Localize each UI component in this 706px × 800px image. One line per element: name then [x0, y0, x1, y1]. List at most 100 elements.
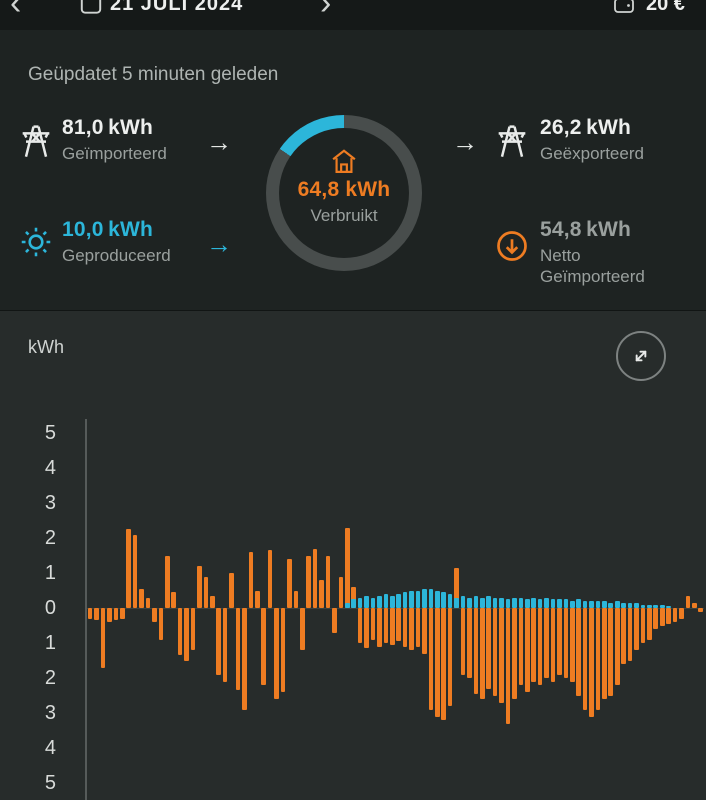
chart-bar[interactable] — [576, 608, 581, 696]
chart-bar[interactable] — [396, 594, 401, 608]
chart-bar[interactable] — [415, 608, 421, 647]
chart-bar[interactable] — [255, 590, 260, 608]
chart-bar[interactable] — [428, 588, 434, 608]
chart-bar[interactable] — [351, 599, 356, 608]
chart-bar[interactable] — [589, 601, 594, 608]
chart-bar[interactable] — [505, 608, 511, 724]
chart-bar[interactable] — [492, 597, 498, 608]
chart-bar[interactable] — [299, 608, 305, 650]
chart-bar[interactable] — [531, 608, 536, 682]
chart-bar[interactable] — [608, 608, 614, 696]
chart-bar[interactable] — [524, 608, 530, 692]
chart-bar[interactable] — [338, 576, 344, 608]
chart-bar[interactable] — [563, 599, 569, 608]
chart-bar[interactable] — [467, 597, 472, 608]
chart-bar[interactable] — [434, 608, 440, 717]
chart-bar[interactable] — [383, 608, 389, 643]
chart-bar[interactable] — [158, 608, 164, 640]
chart-bar[interactable] — [229, 573, 234, 608]
chart-bar[interactable] — [447, 608, 453, 706]
chart-bar[interactable] — [647, 604, 652, 608]
chart-bar[interactable] — [145, 597, 151, 608]
chart-bar[interactable] — [582, 601, 588, 608]
chart-bar[interactable] — [242, 608, 247, 710]
chart-bar[interactable] — [698, 608, 704, 612]
chart-bar[interactable] — [332, 608, 337, 633]
chart-bar[interactable] — [499, 597, 504, 608]
chart-bar[interactable] — [621, 608, 626, 664]
chart-bar[interactable] — [666, 608, 671, 624]
chart-bar[interactable] — [87, 608, 93, 619]
chart-bar[interactable] — [422, 588, 427, 608]
chart-bar[interactable] — [422, 608, 427, 654]
chart-bar[interactable] — [171, 592, 177, 608]
chart-bar[interactable] — [614, 601, 620, 608]
chart-bar[interactable] — [479, 597, 485, 608]
chart-bar[interactable] — [595, 601, 601, 608]
chart-bar[interactable] — [402, 608, 408, 647]
chart-bar[interactable] — [608, 602, 614, 608]
chart-bar[interactable] — [396, 608, 401, 642]
chart-bar[interactable] — [357, 608, 363, 643]
cost-display[interactable]: 20 € — [646, 0, 685, 15]
chart-bar[interactable] — [389, 608, 395, 645]
chart-bar[interactable] — [210, 595, 215, 608]
chart-bar[interactable] — [280, 608, 286, 692]
chart-bar[interactable] — [357, 597, 363, 608]
chart-bar[interactable] — [441, 592, 446, 608]
chart-bar[interactable] — [132, 534, 138, 608]
chart-bar[interactable] — [441, 608, 446, 720]
chart-bar[interactable] — [377, 595, 382, 608]
chart-bar[interactable] — [602, 608, 607, 699]
chart-bar[interactable] — [389, 595, 395, 608]
chart-bar[interactable] — [666, 606, 671, 608]
chart-bar[interactable] — [550, 599, 556, 608]
chart-bar[interactable] — [544, 608, 549, 678]
chart-bar[interactable] — [370, 608, 376, 640]
chart-bar[interactable] — [203, 576, 209, 608]
chart-bar[interactable] — [659, 604, 665, 608]
chart-bar[interactable] — [634, 602, 639, 608]
chart-bar[interactable] — [602, 601, 607, 608]
chart-bar[interactable] — [486, 608, 491, 689]
chart-bar[interactable] — [312, 548, 318, 608]
chart-bar[interactable] — [261, 608, 267, 685]
chart-bar[interactable] — [582, 608, 588, 710]
chart-bar[interactable] — [518, 597, 524, 608]
chart-bar[interactable] — [152, 608, 157, 622]
chart-bar[interactable] — [627, 602, 633, 608]
chart-bar[interactable] — [531, 597, 536, 608]
chart-bar[interactable] — [550, 608, 556, 682]
chart-bar[interactable] — [197, 566, 202, 608]
chart-bar[interactable] — [621, 602, 626, 608]
chart-bar[interactable] — [499, 608, 504, 703]
chart-bar[interactable] — [235, 608, 241, 691]
chart-bar[interactable] — [344, 602, 350, 608]
chart-bar[interactable] — [492, 608, 498, 696]
expand-chart-button[interactable] — [616, 331, 666, 381]
chart-bar[interactable] — [614, 608, 620, 685]
chart-bar[interactable] — [647, 608, 652, 640]
chart-bar[interactable] — [672, 608, 678, 622]
chart-bar[interactable] — [640, 608, 646, 643]
chart-bar[interactable] — [184, 608, 189, 661]
chart-bar[interactable] — [94, 608, 99, 621]
chart-bar[interactable] — [415, 590, 421, 608]
chart-bar[interactable] — [653, 604, 659, 608]
chart-bar[interactable] — [627, 608, 633, 661]
chart-bar[interactable] — [595, 608, 601, 710]
chart-bar[interactable] — [692, 602, 697, 608]
chevron-left-icon[interactable]: ‹ — [10, 0, 22, 22]
chart-bar[interactable] — [518, 608, 524, 685]
date-selector[interactable]: 21 JULI 2024 — [110, 0, 244, 15]
chart-bar[interactable] — [377, 608, 382, 647]
chart-bar[interactable] — [107, 608, 112, 622]
chart-bar[interactable] — [409, 608, 414, 650]
chart-bar[interactable] — [306, 555, 311, 608]
chart-bar[interactable] — [402, 592, 408, 608]
chart-bar[interactable] — [287, 559, 292, 608]
chart-bar[interactable] — [486, 595, 491, 608]
chart-bar[interactable] — [634, 608, 639, 650]
chart-bar[interactable] — [120, 608, 125, 619]
chart-bar[interactable] — [685, 595, 691, 608]
